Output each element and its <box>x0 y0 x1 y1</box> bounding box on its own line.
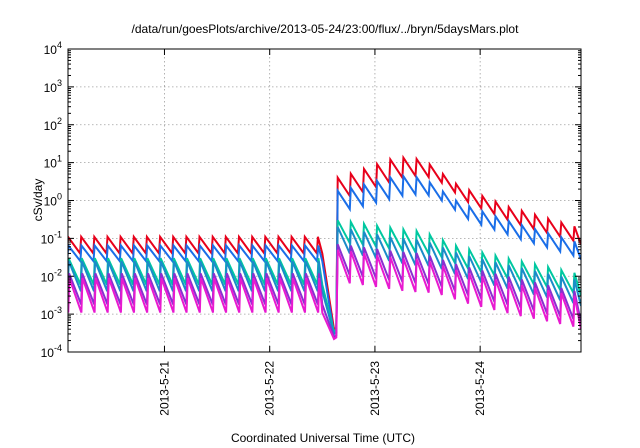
y-tick-label: 103 <box>44 78 62 95</box>
y-tick-label: 10-4 <box>41 343 62 360</box>
x-tick-label: 2013-5-21 <box>157 361 171 416</box>
x-axis-label: Coordinated Universal Time (UTC) <box>231 431 415 445</box>
y-tick-label: 10-1 <box>41 229 62 246</box>
series-line <box>68 249 581 341</box>
series-layer <box>68 154 581 341</box>
y-tick-label: 10-3 <box>41 305 62 322</box>
y-tick-label: 102 <box>44 116 62 133</box>
y-tick-label: 101 <box>44 154 62 171</box>
y-axis-label: cSv/day <box>31 179 45 222</box>
y-tick-label: 10-2 <box>41 267 62 284</box>
plot-frame <box>67 48 582 353</box>
axis-layer: 10-4 10-3 10-2 10-1 100 101 102 103 104 2013-5-21… <box>41 40 582 416</box>
x-tick-label: 2013-5-24 <box>473 361 487 416</box>
y-tick-label: 100 <box>44 192 62 209</box>
series-line <box>68 173 581 336</box>
x-tick-label: 2013-5-22 <box>263 361 277 416</box>
chart-title: /data/run/goesPlots/archive/2013-05-24/2… <box>132 22 520 36</box>
x-tick-label: 2013-5-23 <box>368 361 382 416</box>
y-tick-label: 104 <box>44 40 62 57</box>
